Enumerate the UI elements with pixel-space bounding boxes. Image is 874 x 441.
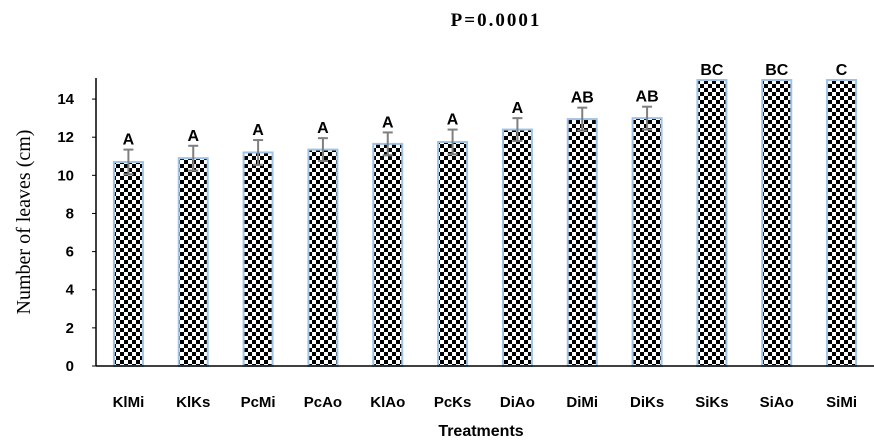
bar-klks: [177, 157, 209, 367]
x-axis-label: Treatments: [438, 423, 523, 440]
error-bar-pcmi: [253, 139, 264, 166]
bar-diks: [631, 117, 663, 367]
x-tick-label-klmi: KlMi: [113, 394, 145, 411]
significance-label-siks: BC: [700, 62, 724, 79]
x-tick-label-siks: SiKs: [695, 394, 728, 411]
bar-pcks: [437, 140, 469, 367]
error-bar-klks: [188, 144, 199, 172]
y-axis-ticks: 0 2 4 6 8 10 12 14: [57, 91, 96, 375]
y-tick-label: 14: [57, 91, 74, 108]
bar-klao: [372, 142, 404, 367]
y-tick-label: 2: [66, 320, 74, 337]
error-bar-dimi: [577, 106, 588, 132]
x-tick-label-simi: SiMi: [826, 394, 857, 411]
error-bar-pcao: [317, 137, 328, 163]
x-tick-label-diks: DiKs: [630, 394, 664, 411]
error-bar-pcks: [447, 128, 458, 156]
significance-label-pcks: A: [447, 112, 459, 129]
x-axis-categories: KlMi KlKs PcMi PcAo KlAo PcKs DiAo DiMi DiKs SiKs…: [113, 394, 857, 411]
significance-label-klmi: A: [123, 132, 135, 149]
x-tick-label-pcao: PcAo: [304, 394, 342, 411]
significance-label-siao: BC: [765, 62, 789, 79]
chart-title: P=0.0001: [451, 10, 542, 31]
x-tick-label-klao: KlAo: [370, 394, 405, 411]
bar-klmi: [112, 160, 144, 367]
error-bar-klmi: [123, 148, 134, 176]
y-tick-label: 12: [57, 129, 74, 146]
significance-label-simi: C: [836, 62, 848, 79]
significance-label-diao: A: [512, 100, 524, 117]
y-tick-label: 6: [66, 244, 74, 261]
bars-group: [112, 79, 858, 367]
error-bar-diao: [512, 117, 523, 143]
bar-pcmi: [242, 151, 274, 367]
error-bar-klao: [382, 131, 393, 157]
x-tick-label-pcmi: PcMi: [241, 394, 276, 411]
significance-label-dimi: AB: [571, 90, 594, 107]
bar-simi: [826, 79, 858, 367]
significance-label-klks: A: [187, 128, 199, 145]
x-tick-label-diao: DiAo: [500, 394, 535, 411]
significance-label-diks: AB: [636, 89, 659, 106]
y-tick-label: 10: [57, 167, 74, 184]
y-tick-label: 0: [66, 358, 74, 375]
bar-diao: [501, 128, 533, 367]
x-tick-label-pcks: PcKs: [434, 394, 472, 411]
error-bar-diks: [642, 105, 653, 131]
x-tick-label-dimi: DiMi: [566, 394, 598, 411]
y-tick-label: 4: [66, 282, 75, 299]
x-tick-label-siao: SiAo: [760, 394, 794, 411]
y-tick-label: 8: [66, 205, 74, 222]
bar-siks: [696, 79, 728, 367]
significance-label-klao: A: [382, 114, 394, 131]
bar-dimi: [566, 118, 598, 367]
bar-siao: [761, 79, 793, 367]
significance-labels-group: A A A A A A A AB AB BC BC C: [123, 62, 848, 149]
y-axis-label: Number of leaves (cm): [13, 130, 35, 315]
x-tick-label-klks: KlKs: [176, 394, 210, 411]
significance-label-pcmi: A: [252, 122, 264, 139]
error-bars-group: [123, 105, 653, 176]
significance-label-pcao: A: [317, 120, 329, 137]
bar-pcao: [307, 148, 339, 367]
